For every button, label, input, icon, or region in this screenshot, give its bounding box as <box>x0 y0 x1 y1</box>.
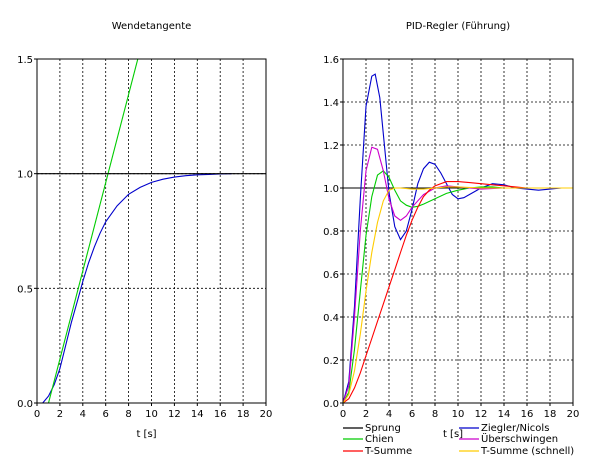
x-axis-label: t [s] <box>136 429 156 440</box>
x-tick-label: 14 <box>191 409 204 420</box>
x-tick-label: 10 <box>145 409 158 420</box>
x-tick-label: 20 <box>260 409 273 420</box>
x-tick-label: 18 <box>544 409 557 420</box>
y-tick-label: 0.6 <box>323 270 339 281</box>
x-axis-label: t [s] <box>443 429 463 440</box>
y-tick-label: 0.0 <box>17 399 33 410</box>
y-tick-label: 1.4 <box>323 98 339 109</box>
x-tick-label: 12 <box>475 409 488 420</box>
x-tick-label: 4 <box>386 409 392 420</box>
y-tick-label: 0.8 <box>323 227 339 238</box>
y-tick-label: 0.2 <box>323 356 339 367</box>
x-tick-label: 0 <box>340 409 346 420</box>
chart-title: PID-Regler (Führung) <box>406 21 510 32</box>
chart-title: Wendetangente <box>112 21 192 32</box>
x-tick-label: 2 <box>57 409 63 420</box>
series-t-summe-schnell-line <box>343 186 573 403</box>
x-tick-label: 4 <box>80 409 86 420</box>
x-tick-label: 10 <box>452 409 465 420</box>
legend-entry: T-Summe <box>364 446 412 457</box>
x-tick-label: 20 <box>567 409 580 420</box>
x-tick-label: 16 <box>521 409 534 420</box>
y-tick-label: 0.0 <box>323 399 339 410</box>
y-tick-label: 1.0 <box>323 184 339 195</box>
x-tick-label: 18 <box>237 409 250 420</box>
y-tick-label: 1.0 <box>17 170 33 181</box>
x-tick-label: 2 <box>363 409 369 420</box>
y-tick-label: 1.2 <box>323 141 339 152</box>
x-tick-label: 12 <box>168 409 181 420</box>
y-tick-label: 1.5 <box>17 55 33 66</box>
legend-entry: Sprung <box>365 423 401 434</box>
y-tick-label: 0.5 <box>17 284 33 295</box>
x-tick-label: 14 <box>498 409 511 420</box>
chart-2: 0 2 4 6 8 10 12 14 16 18 20 0.0 0.2 0.4 0.6 0.8 1.0 1.2 1.… <box>323 21 579 457</box>
legend-entry: Ziegler/Nicols <box>481 423 549 434</box>
x-tick-label: 0 <box>34 409 40 420</box>
x-tick-label: 6 <box>103 409 109 420</box>
series-t-summe-line <box>343 181 573 403</box>
x-tick-label: 6 <box>409 409 415 420</box>
series--berschwingen-line <box>343 146 573 403</box>
x-tick-label: 8 <box>125 409 131 420</box>
y-tick-label: 1.6 <box>323 55 339 66</box>
chart-1: 0 2 4 6 8 10 12 14 16 18 20 0.0 0.5 1.0 1.5 Wendetangen… <box>17 21 272 440</box>
series-2-line <box>47 59 139 403</box>
x-tick-label: 16 <box>214 409 227 420</box>
series-1-line <box>37 173 232 403</box>
x-tick-label: 8 <box>432 409 438 420</box>
legend-entry: Chien <box>365 434 394 445</box>
legend-entry: T-Summe (schnell) <box>480 446 574 457</box>
y-tick-label: 0.4 <box>323 313 339 324</box>
legend-entry: Überschwingen <box>481 432 558 445</box>
